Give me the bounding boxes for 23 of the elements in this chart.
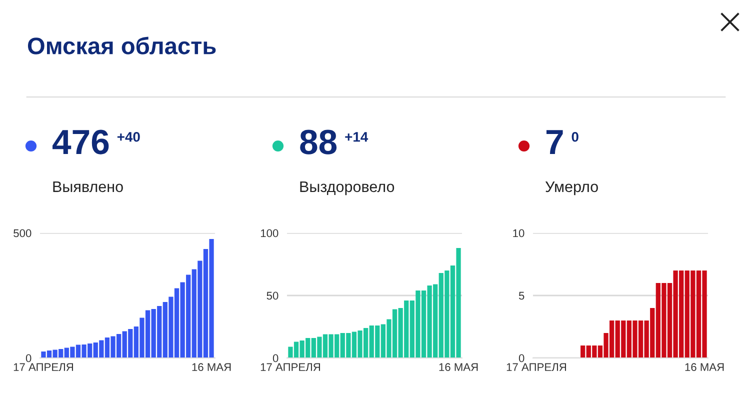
y-tick-label: 100 [260,229,278,238]
x-tick-label: 17 АПРЕЛЯ [506,363,566,371]
text: Омская область [28,36,216,54]
text: +40 [117,132,140,142]
y-tick-label: 0 [272,354,278,362]
chart-title: Выявлено [53,181,123,192]
text: 476 [52,130,109,154]
text: 88 [300,130,337,154]
x-tick-label: 16 МАЯ [192,363,231,372]
y-tick-label: 0 [518,354,524,362]
y-tick-label: 5 [518,292,524,300]
x-tick-label: 17 АПРЕЛЯ [14,363,73,371]
text: 0 [572,132,578,142]
x-tick-label: 17 АПРЕЛЯ [260,363,320,371]
y-tick-label: 500 [14,229,32,238]
y-tick-label: 50 [266,292,278,300]
text: 7 [546,130,563,154]
chart-title: Умерло [545,181,598,196]
x-tick-label: 16 МАЯ [439,363,478,372]
text: +14 [345,132,368,142]
chart-title: Выздоровело [300,181,394,196]
x-tick-label: 16 МАЯ [685,363,724,372]
y-tick-label: 10 [513,229,524,238]
